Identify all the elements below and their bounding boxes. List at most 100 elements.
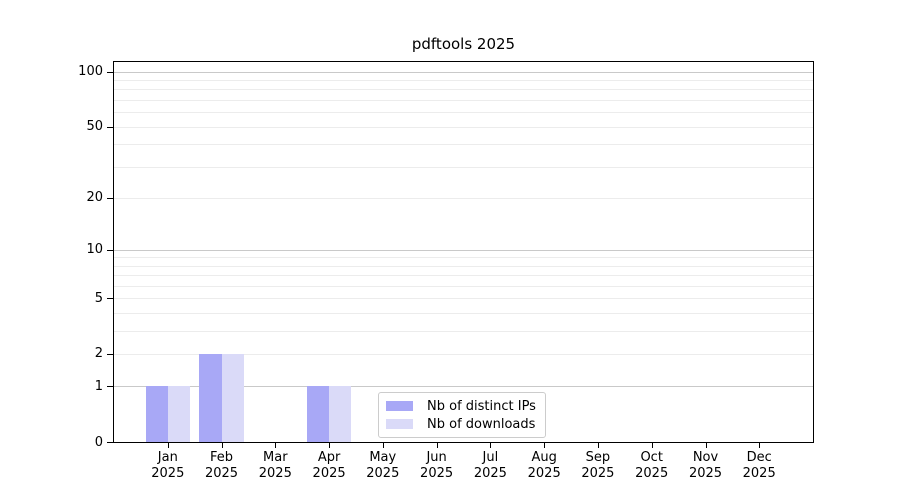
x-tick-mark-oct — [651, 443, 653, 448]
bar-nb-of-distinct-ips-feb — [199, 353, 222, 442]
x-tick-month: Nov — [692, 450, 719, 465]
x-tick-month: Aug — [531, 450, 557, 465]
y-tick-label-50: 50 — [86, 119, 103, 134]
x-tick-mark-feb — [221, 443, 223, 448]
x-tick-month: Mar — [263, 450, 288, 465]
x-tick-label-sep: Sep 2025 — [570, 450, 626, 482]
x-tick-year: 2025 — [151, 466, 185, 481]
gridline-minor-2 — [114, 353, 813, 355]
bar-nb-of-distinct-ips-apr — [306, 386, 330, 442]
x-tick-label-may: May 2025 — [355, 450, 411, 482]
x-tick-year: 2025 — [635, 466, 669, 481]
x-tick-label-aug: Aug 2025 — [516, 450, 572, 482]
bar-nb-of-distinct-ips-jan — [145, 386, 168, 442]
x-tick-mark-mar — [275, 443, 277, 448]
gridline-minor-80 — [114, 89, 813, 91]
y-tick-mark-20 — [107, 197, 113, 199]
legend: Nb of distinct IPs Nb of downloads — [378, 392, 546, 438]
legend-swatch-downloads — [386, 419, 413, 429]
y-tick-mark-0 — [107, 442, 113, 443]
gridline-minor-30 — [114, 166, 813, 168]
x-tick-month: Jun — [426, 450, 447, 465]
gridline-minor-50 — [114, 126, 813, 128]
x-tick-mark-dec — [759, 443, 761, 448]
x-tick-year: 2025 — [742, 466, 776, 481]
y-tick-mark-5 — [107, 298, 113, 300]
x-tick-year: 2025 — [420, 466, 454, 481]
gridlines-layer — [114, 62, 813, 442]
bar-nb-of-downloads-apr — [329, 386, 352, 442]
x-tick-month: Dec — [746, 450, 772, 465]
legend-label-distinct-ips: Nb of distinct IPs — [427, 398, 536, 414]
x-tick-label-nov: Nov 2025 — [678, 450, 734, 482]
x-tick-mark-sep — [597, 443, 599, 448]
y-tick-mark-100 — [107, 71, 113, 73]
x-tick-month: Sep — [585, 450, 611, 465]
x-tick-label-jul: Jul 2025 — [462, 450, 518, 482]
x-tick-label-jun: Jun 2025 — [409, 450, 465, 482]
gridline-minor-5 — [114, 298, 813, 300]
y-tick-label-2: 2 — [94, 346, 103, 362]
x-tick-year: 2025 — [366, 466, 400, 481]
gridline-major-100 — [114, 71, 813, 73]
y-tick-label-100: 100 — [78, 64, 103, 80]
x-tick-year: 2025 — [473, 466, 507, 481]
y-tick-mark-2 — [107, 353, 113, 355]
x-tick-year: 2025 — [204, 466, 239, 481]
chart-title: pdftools 2025 — [411, 35, 516, 53]
x-tick-mark-aug — [544, 443, 546, 448]
gridline-minor-3 — [114, 330, 813, 332]
x-tick-label-mar: Mar 2025 — [247, 450, 303, 482]
x-tick-month: Feb — [209, 450, 234, 465]
x-tick-mark-jul — [490, 443, 492, 448]
x-tick-month: Apr — [317, 450, 341, 465]
gridline-major-1 — [114, 386, 813, 388]
x-tick-mark-nov — [705, 443, 707, 448]
x-tick-mark-jan — [167, 443, 169, 448]
x-tick-label-dec: Dec 2025 — [731, 450, 787, 482]
gridline-minor-90 — [114, 80, 813, 82]
legend-swatch-distinct-ips — [386, 401, 413, 411]
gridline-minor-7 — [114, 275, 813, 277]
bars-layer — [114, 62, 813, 442]
gridline-minor-6 — [114, 285, 813, 287]
x-tick-mark-may — [382, 443, 384, 448]
x-tick-month: Jul — [482, 450, 499, 465]
y-tick-mark-10 — [107, 249, 113, 251]
gridline-minor-40 — [114, 144, 813, 145]
y-tick-mark-50 — [107, 126, 113, 128]
plot-area: Nb of distinct IPs Nb of downloads — [113, 61, 814, 443]
x-tick-month: Jan — [157, 450, 178, 465]
gridline-major-10 — [114, 249, 813, 251]
y-tick-label-1: 1 — [94, 378, 103, 394]
legend-label-downloads: Nb of downloads — [427, 416, 536, 432]
x-tick-month: Oct — [640, 450, 663, 465]
x-tick-mark-apr — [329, 443, 331, 448]
legend-item-downloads: Nb of downloads — [386, 415, 538, 433]
bar-nb-of-downloads-feb — [221, 353, 244, 442]
gridline-minor-4 — [114, 312, 813, 314]
x-tick-year: 2025 — [688, 466, 723, 481]
y-tick-label-20: 20 — [86, 190, 103, 206]
x-tick-mark-jun — [436, 443, 438, 448]
x-tick-year: 2025 — [527, 466, 561, 481]
legend-item-distinct-ips: Nb of distinct IPs — [386, 397, 538, 415]
x-tick-year: 2025 — [581, 466, 615, 481]
y-tick-mark-1 — [107, 386, 113, 388]
y-tick-label-10: 10 — [86, 242, 103, 258]
gridline-minor-60 — [114, 112, 813, 114]
gridline-minor-70 — [114, 100, 813, 101]
x-tick-label-feb: Feb 2025 — [194, 450, 250, 482]
gridline-minor-20 — [114, 197, 813, 199]
x-tick-year: 2025 — [258, 466, 292, 481]
x-tick-label-jan: Jan 2025 — [140, 450, 196, 482]
x-tick-year: 2025 — [312, 466, 346, 481]
y-tick-label-0: 0 — [94, 434, 103, 450]
bar-nb-of-downloads-jan — [167, 386, 191, 442]
y-tick-label-5: 5 — [94, 290, 103, 306]
x-tick-label-apr: Apr 2025 — [301, 450, 357, 482]
x-tick-month: May — [369, 450, 397, 465]
gridline-minor-9 — [114, 257, 813, 259]
gridline-minor-8 — [114, 265, 813, 267]
